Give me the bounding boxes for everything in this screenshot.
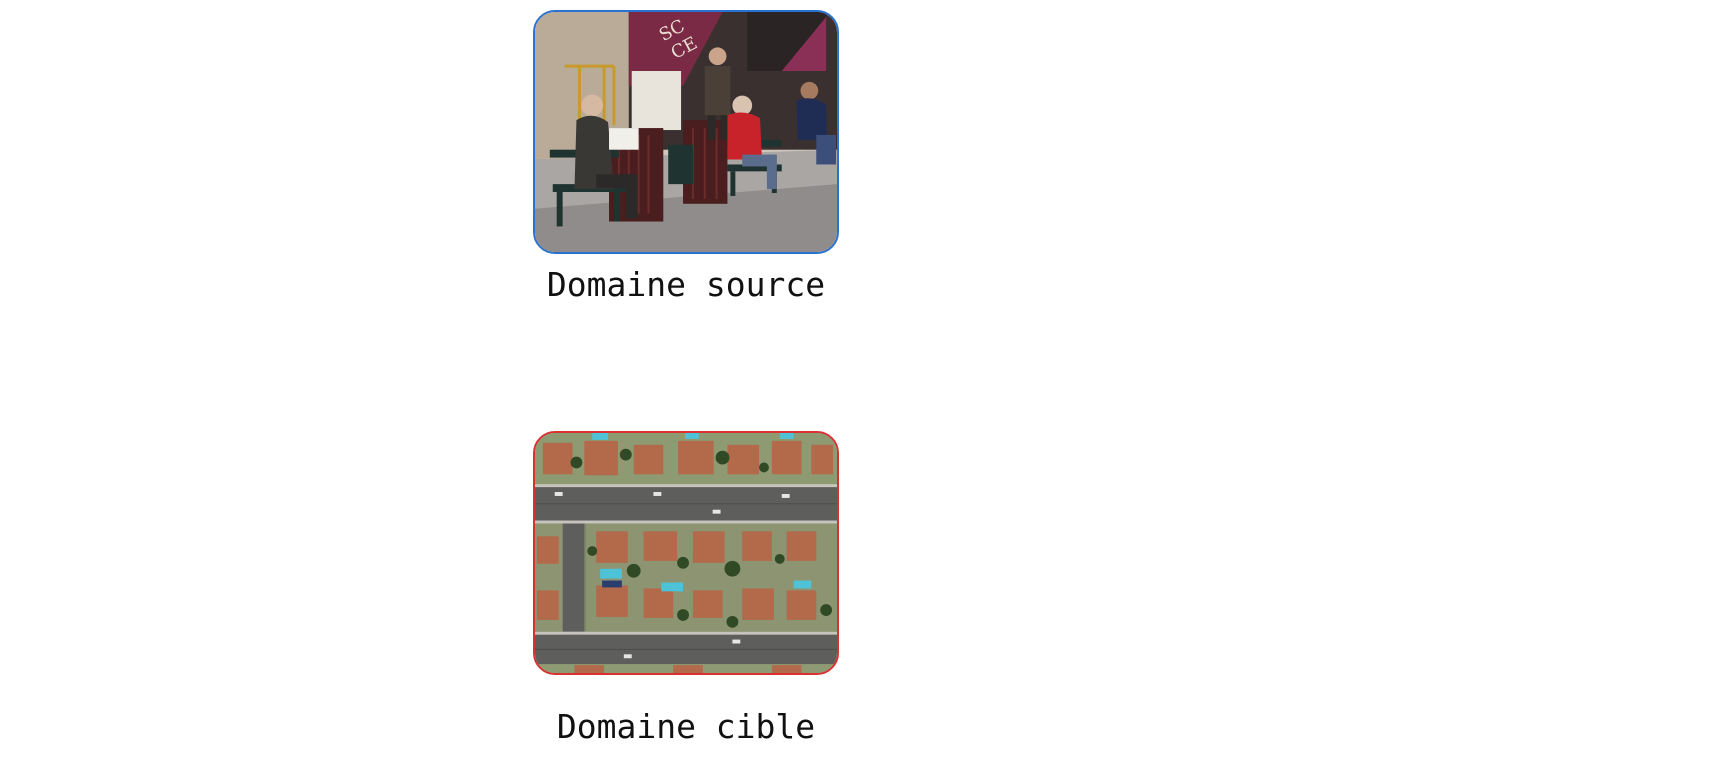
source-domain-caption: Domaine source (546, 265, 826, 304)
source-domain-image: SC CE (533, 10, 839, 254)
target-domain-image (533, 431, 839, 675)
target-domain-caption: Domaine cible (556, 707, 816, 746)
street-photo-illustration: SC CE (535, 12, 837, 252)
aerial-suburb-illustration (535, 433, 837, 673)
